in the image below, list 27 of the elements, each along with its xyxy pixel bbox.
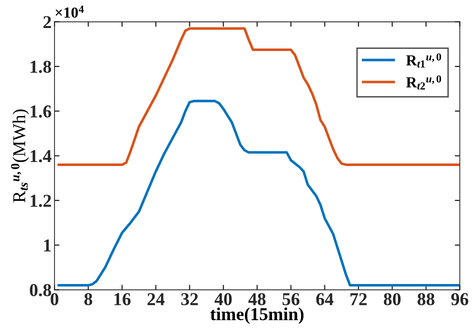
x-tick-label: 32 [181, 293, 198, 306]
x-tick-label: 24 [148, 293, 165, 306]
y-tick-label: 0.8 [30, 284, 52, 296]
y-tick-label: 1.4 [30, 150, 52, 162]
y-tick-label: 1.8 [30, 60, 52, 73]
x-tick-label: 16 [114, 293, 131, 306]
y-axis-title: R$_{ts}$$^{u,0}$(MWh) [10, 109, 29, 202]
line-series [57, 100, 460, 287]
y-tick-label: 2 [43, 16, 51, 28]
x-tick-label: 80 [384, 293, 401, 306]
x-tick-label: 88 [418, 293, 434, 306]
x-axis-title: time(15min) [210, 308, 304, 324]
x-tick-label: 0 [50, 293, 58, 306]
x-tick-label: 56 [282, 293, 300, 306]
x-tick-label: 40 [214, 293, 232, 306]
x-tick-label: 8 [84, 293, 92, 306]
y-tick-label: 1.6 [30, 105, 52, 118]
text: ×10$^{4}$ [56, 6, 84, 18]
x-tick-label: 72 [350, 293, 367, 306]
legend-label: R$_{t1}$$^{u,0}$ [406, 53, 442, 68]
line-series [57, 27, 460, 166]
y-tick-label: 1 [44, 239, 51, 252]
y-tick-label: 1.2 [30, 194, 51, 207]
x-tick-label: 64 [316, 293, 334, 306]
legend-label: R$_{t2}$$^{u,0}$ [406, 75, 442, 90]
x-tick-label: 48 [248, 293, 266, 306]
x-tick-label: 96 [451, 293, 468, 306]
